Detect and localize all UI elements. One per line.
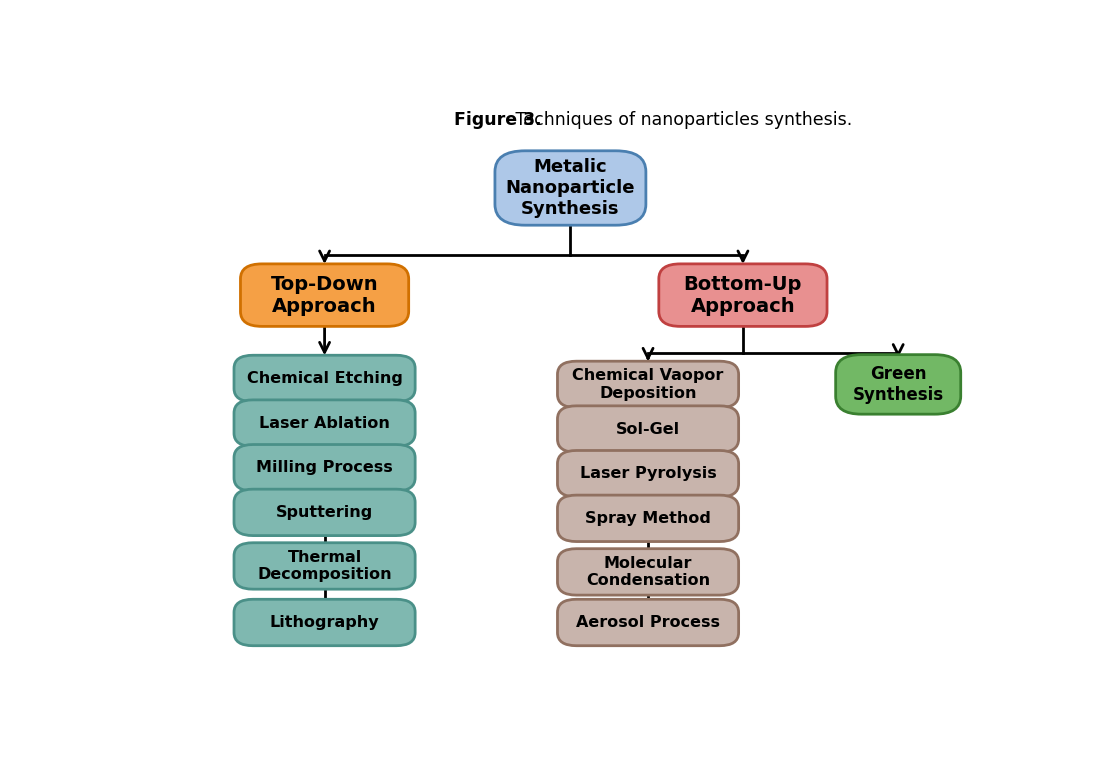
FancyBboxPatch shape [558,361,739,407]
FancyBboxPatch shape [495,151,646,225]
Text: Thermal
Decomposition: Thermal Decomposition [257,550,392,582]
FancyBboxPatch shape [558,599,739,645]
Text: Laser Pyrolysis: Laser Pyrolysis [580,466,717,482]
Text: Figure 3.: Figure 3. [454,111,542,128]
FancyBboxPatch shape [558,549,739,595]
Text: Spray Method: Spray Method [585,511,711,526]
FancyBboxPatch shape [558,406,739,452]
Text: Green
Synthesis: Green Synthesis [853,365,944,404]
Text: Chemical Etching: Chemical Etching [247,371,403,386]
Text: Metalic
Nanoparticle
Synthesis: Metalic Nanoparticle Synthesis [505,158,636,218]
Text: Top-Down
Approach: Top-Down Approach [270,274,378,315]
Text: Chemical Vaopor
Deposition: Chemical Vaopor Deposition [572,368,723,400]
Text: Milling Process: Milling Process [256,460,393,475]
FancyBboxPatch shape [234,400,415,446]
FancyBboxPatch shape [234,543,415,589]
FancyBboxPatch shape [240,264,408,326]
Text: Bottom-Up
Approach: Bottom-Up Approach [683,274,802,315]
FancyBboxPatch shape [659,264,827,326]
Text: Sol-Gel: Sol-Gel [615,421,680,437]
FancyBboxPatch shape [558,495,739,542]
Text: Techniques of nanoparticles synthesis.: Techniques of nanoparticles synthesis. [510,111,853,128]
FancyBboxPatch shape [234,599,415,645]
Text: Sputtering: Sputtering [276,505,373,520]
Text: Aerosol Process: Aerosol Process [577,615,720,630]
Text: Molecular
Condensation: Molecular Condensation [585,556,710,588]
FancyBboxPatch shape [234,444,415,491]
Text: Laser Ablation: Laser Ablation [259,416,390,431]
FancyBboxPatch shape [234,489,415,536]
FancyBboxPatch shape [234,356,415,402]
Text: Lithography: Lithography [269,615,380,630]
FancyBboxPatch shape [558,451,739,497]
FancyBboxPatch shape [836,355,961,414]
